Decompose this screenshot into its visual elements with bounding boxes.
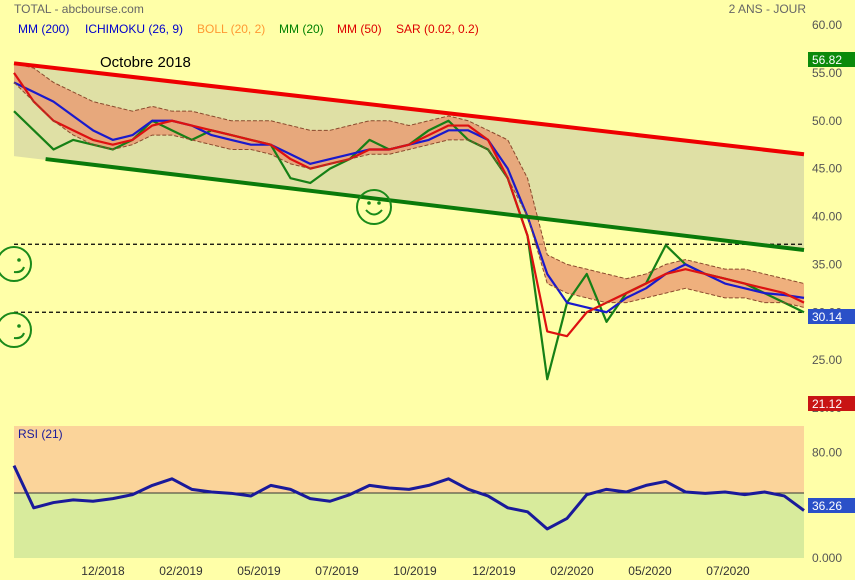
series-line-boll-20-2-lower <box>13 82 805 308</box>
smiley-icon <box>356 189 392 225</box>
time-tick-label: 10/2019 <box>393 564 437 578</box>
time-tick-label: 05/2020 <box>628 564 672 578</box>
rsi-tick-label: 80.00 <box>812 445 842 459</box>
support-trendline <box>45 157 805 252</box>
rsi-overbought-zone <box>14 426 804 493</box>
chart-period: 2 ANS - JOUR <box>729 2 807 16</box>
trend-channel-fill <box>14 63 804 251</box>
price-tick-label: 35.00 <box>812 257 842 271</box>
time-tick-label: 07/2020 <box>706 564 750 578</box>
price-tick-label: 60.00 <box>812 18 842 32</box>
rsi-oversold-zone <box>14 493 804 558</box>
resistance-trendline <box>13 61 805 157</box>
legend-item: BOLL (20, 2) <box>197 22 265 36</box>
svg-text:36.26: 36.26 <box>812 499 842 513</box>
svg-text:56.82: 56.82 <box>812 53 842 67</box>
rsi-series <box>12 464 805 531</box>
last-price-badge: 30.14 <box>808 309 855 324</box>
legend-item: ICHIMOKU (26, 9) <box>85 22 183 36</box>
price-tick-label: 50.00 <box>812 114 842 128</box>
series-line-boll-20-2-upper <box>13 62 805 285</box>
price-tick-label: 45.00 <box>812 162 842 176</box>
series-line-mm-50 <box>13 72 805 338</box>
rsi-axis: 80.00 0.000 <box>812 445 842 565</box>
price-tick-label: 55.00 <box>812 66 842 80</box>
smiley-icon <box>0 246 32 282</box>
time-axis: 12/2018 02/2019 05/2019 07/2019 10/2019 12/20… <box>81 564 750 578</box>
legend-item: MM (50) <box>337 22 382 36</box>
time-tick-label: 05/2019 <box>237 564 281 578</box>
time-tick-label: 02/2019 <box>159 564 203 578</box>
time-tick-label: 12/2018 <box>81 564 125 578</box>
high-price-badge: 56.82 <box>808 52 855 67</box>
rsi-label: RSI (21) <box>18 427 63 441</box>
time-tick-label: 07/2019 <box>315 564 359 578</box>
legend-item: MM (20) <box>279 22 324 36</box>
chart-annotation: Octobre 2018 <box>100 54 191 71</box>
svg-text:30.14: 30.14 <box>812 310 842 324</box>
price-axis: 60.0055.0050.0045.0040.0035.0030.0025.00… <box>812 18 842 415</box>
legend-item: MM (200) <box>18 22 69 36</box>
price-series <box>13 62 805 381</box>
time-tick-label: 12/2019 <box>472 564 516 578</box>
price-tick-label: 25.00 <box>812 353 842 367</box>
time-tick-label: 02/2020 <box>550 564 594 578</box>
low-price-badge: 21.12 <box>808 396 855 411</box>
indicator-legend: MM (200) ICHIMOKU (26, 9) BOLL (20, 2) MM (… <box>18 22 479 36</box>
legend-item: SAR (0.02, 0.2) <box>396 22 479 36</box>
svg-text:21.12: 21.12 <box>812 397 842 411</box>
rsi-tick-label: 0.000 <box>812 551 842 565</box>
price-tick-label: 40.00 <box>812 210 842 224</box>
rsi-line <box>12 464 805 531</box>
rsi-value-badge: 36.26 <box>808 498 855 513</box>
smiley-icon <box>0 312 32 348</box>
bollinger-band-fill <box>14 63 804 308</box>
chart-source-title: TOTAL - abcbourse.com <box>14 2 144 16</box>
